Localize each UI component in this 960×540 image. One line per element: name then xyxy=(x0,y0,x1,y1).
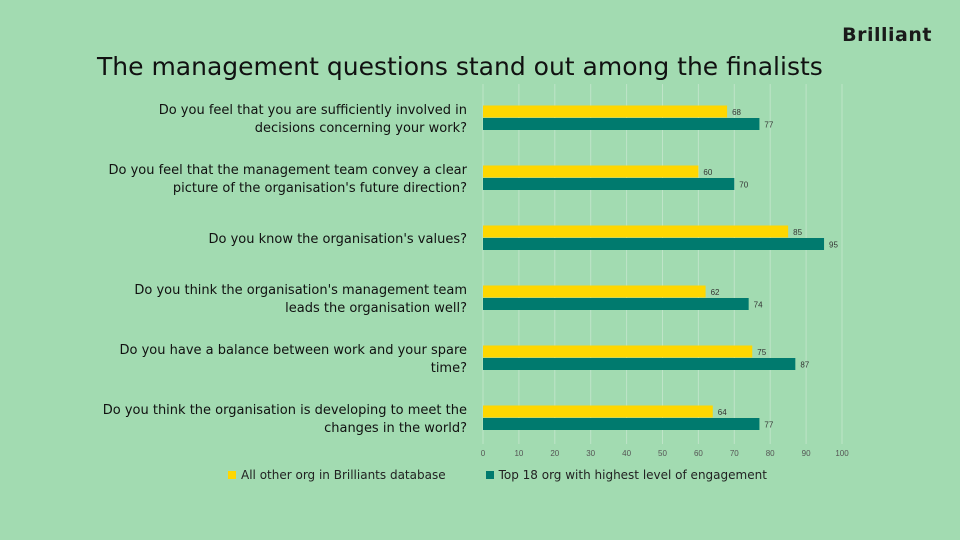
brand-logo: Brilliant xyxy=(842,24,932,46)
category-label-2-line-1: Do you feel that the management team con… xyxy=(108,163,467,178)
legend-label-series-1: All other org in Brilliants database xyxy=(241,468,446,482)
bar-1-5 xyxy=(483,345,753,358)
x-tick-label-60: 60 xyxy=(694,449,703,458)
category-label-1-line-2: decisions concerning your work? xyxy=(255,121,467,136)
x-tick-label-70: 70 xyxy=(730,449,739,458)
x-tick-label-10: 10 xyxy=(514,449,523,458)
bar-1-6 xyxy=(483,405,713,418)
bar-1-1 xyxy=(483,105,728,118)
data-label-1-4: 62 xyxy=(711,288,720,297)
legend-swatch-series-2 xyxy=(485,471,494,479)
category-label-1-line-1: Do you feel that you are sufficiently in… xyxy=(159,103,467,118)
data-label-1-6: 64 xyxy=(718,408,727,417)
bar-2-3 xyxy=(483,238,825,250)
category-label-4-line-2: leads the organisation well? xyxy=(285,301,467,316)
bar-1-2 xyxy=(483,165,699,178)
data-label-2-3: 95 xyxy=(829,240,838,249)
category-label-5-line-1: Do you have a balance between work and y… xyxy=(120,343,468,358)
legend-swatch-series-1 xyxy=(228,471,236,479)
legend-item-series-2: Top 18 org with highest level of engagem… xyxy=(485,468,767,482)
x-tick-label-100: 100 xyxy=(835,449,849,458)
x-tick-label-80: 80 xyxy=(766,449,775,458)
data-label-1-2: 60 xyxy=(703,168,712,177)
category-label-2-line-2: picture of the organisation's future dir… xyxy=(173,181,467,196)
category-label-6-line-2: changes in the world? xyxy=(324,421,467,436)
data-label-2-4: 74 xyxy=(754,300,763,309)
bar-2-2 xyxy=(483,178,735,190)
bar-2-6 xyxy=(483,418,760,430)
data-label-2-6: 77 xyxy=(764,420,773,429)
data-label-2-1: 77 xyxy=(764,120,773,129)
x-tick-label-30: 30 xyxy=(586,449,595,458)
x-tick-label-50: 50 xyxy=(658,449,667,458)
bar-1-4 xyxy=(483,285,706,298)
category-label-6-line-1: Do you think the organisation is develop… xyxy=(103,403,467,418)
legend-label-series-2: Top 18 org with highest level of engagem… xyxy=(498,468,767,482)
data-label-1-1: 68 xyxy=(732,108,741,117)
category-label-4-line-1: Do you think the organisation's manageme… xyxy=(134,283,467,298)
data-label-1-3: 85 xyxy=(793,228,802,237)
x-tick-label-40: 40 xyxy=(622,449,631,458)
x-tick-label-20: 20 xyxy=(550,449,559,458)
bar-2-1 xyxy=(483,118,760,130)
bar-2-4 xyxy=(483,298,749,310)
data-label-1-5: 75 xyxy=(757,348,766,357)
bar-2-5 xyxy=(483,358,796,370)
bar-1-3 xyxy=(483,225,789,238)
data-label-2-5: 87 xyxy=(800,360,809,369)
category-label-3-line-1: Do you know the organisation's values? xyxy=(208,232,467,247)
x-tick-label-90: 90 xyxy=(802,449,811,458)
x-tick-label-0: 0 xyxy=(481,449,486,458)
page-title: The management questions stand out among… xyxy=(97,52,823,81)
data-label-2-2: 70 xyxy=(739,180,748,189)
legend-item-series-1: All other org in Brilliants database xyxy=(228,468,446,482)
category-label-5-line-2: time? xyxy=(431,361,467,376)
chart-legend: All other org in Brilliants database Top… xyxy=(228,468,767,482)
